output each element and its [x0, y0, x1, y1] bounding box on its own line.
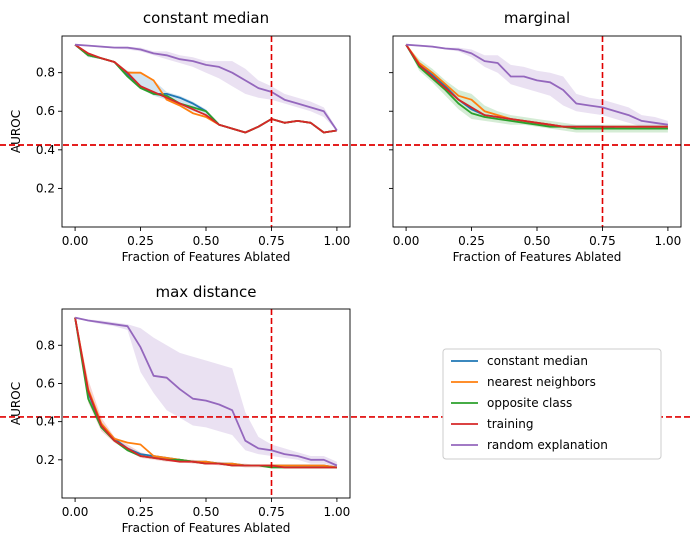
x-tick-label: 1.00: [655, 234, 682, 248]
y-axis-label: AUROC: [9, 110, 23, 153]
x-tick-label: 1.00: [324, 234, 351, 248]
subplots: 0.00 0.25 0.50 0.75 1.00 0.2 0.4 0.6 0.8 constant…: [0, 9, 693, 535]
x-tick-label: 0.75: [589, 234, 616, 248]
x-tick-label: 0.25: [127, 505, 154, 519]
x-tick-label: 0.50: [193, 234, 220, 248]
series-line-training: [74, 317, 337, 469]
y-tick-label: 0.8: [36, 338, 55, 352]
x-tick-label: 1.00: [324, 505, 351, 519]
x-tick-label: 0.00: [62, 505, 89, 519]
legend-label-random-explanation: random explanation: [487, 438, 608, 452]
y-tick-label: 0.8: [36, 66, 55, 80]
band-random-explanation: [75, 44, 337, 131]
chart-title: marginal: [504, 9, 570, 27]
series-line-opposite-class: [405, 44, 668, 130]
x-tick-label: 0.50: [193, 505, 220, 519]
x-axis-label: Fraction of Features Ablated: [122, 250, 291, 264]
series-line-nearest-neighbors: [74, 317, 338, 469]
x-tick-label: 0.75: [258, 505, 285, 519]
y-tick-label: 0.2: [36, 453, 55, 467]
panel-constant-median: 0.00 0.25 0.50 0.75 1.00 0.2 0.4 0.6 0.8 constant…: [0, 9, 693, 264]
series-line-training: [74, 43, 338, 134]
y-axis-label: AUROC: [9, 382, 23, 425]
series-line-random-explanation: [74, 316, 338, 467]
y-tick-label: 0.4: [36, 415, 55, 429]
series-line-training: [405, 44, 668, 128]
x-tick-label: 0.00: [62, 234, 89, 248]
legend-label-constant-median: constant median: [487, 354, 588, 368]
plot-area: [405, 43, 669, 133]
y-tick-label: 0.2: [36, 181, 55, 195]
x-tick-label: 0.25: [127, 234, 154, 248]
plot-area: [74, 43, 338, 134]
legend: constant median nearest neighbors opposi…: [442, 348, 662, 460]
legend-label-nearest-neighbors: nearest neighbors: [487, 375, 596, 389]
panel-max-distance: 0.00 0.25 0.50 0.75 1.00 0.2 0.4 0.6 0.8 max dist…: [0, 283, 693, 535]
x-tick-label: 0.75: [258, 234, 285, 248]
band-random-explanation: [75, 317, 337, 468]
x-axis-label: Fraction of Features Ablated: [122, 521, 291, 535]
chart-title: constant median: [143, 9, 269, 27]
x-axis-label: Fraction of Features Ablated: [453, 250, 622, 264]
plot-area: [74, 316, 338, 469]
chart-title: max distance: [155, 283, 256, 301]
series-line-random-explanation: [75, 43, 338, 132]
legend-label-opposite-class: opposite class: [487, 396, 572, 410]
y-tick-label: 0.6: [36, 104, 55, 118]
legend-label-training: training: [487, 417, 534, 431]
legend-frame: [442, 348, 662, 460]
x-tick-label: 0.50: [524, 234, 551, 248]
y-tick-label: 0.6: [36, 376, 55, 390]
x-tick-label: 0.25: [458, 234, 485, 248]
panel-marginal: 0.00 0.25 0.50 0.75 1.00 marginal Fraction of …: [0, 9, 693, 264]
series-line-random-explanation: [406, 43, 669, 126]
band-opposite-class: [406, 44, 668, 133]
x-tick-label: 0.00: [393, 234, 420, 248]
y-tick-label: 0.4: [36, 143, 55, 157]
